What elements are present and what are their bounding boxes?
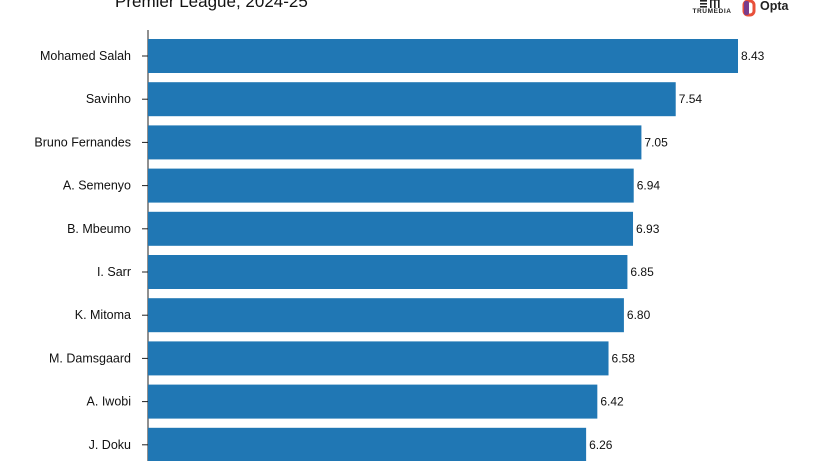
data-label: 6.93 [636, 222, 660, 236]
y-tick-label: I. Sarr [97, 265, 131, 279]
trumedia-logo: TRUMEDIA [688, 0, 736, 20]
trumedia-mark-icon [700, 0, 720, 8]
bar [148, 168, 634, 203]
data-label: 7.54 [679, 92, 703, 106]
y-tick-label: A. Iwobi [87, 395, 131, 409]
bar [148, 298, 624, 333]
opta-mark-icon [742, 0, 756, 17]
bar [148, 255, 628, 289]
chart-title: Premier League, 2024-25 [115, 0, 308, 11]
y-tick-label: K. Mitoma [75, 308, 131, 322]
bar [148, 341, 609, 376]
y-tick-label: Mohamed Salah [40, 49, 131, 63]
data-label: 7.05 [644, 135, 668, 149]
data-label: 6.94 [637, 179, 661, 193]
bar [148, 125, 642, 160]
data-label: 8.43 [741, 49, 765, 63]
data-label: 6.58 [612, 351, 636, 365]
y-tick-label: M. Damsgaard [49, 351, 131, 365]
y-tick-label: B. Mbeumo [67, 222, 131, 236]
bar [148, 39, 738, 73]
bar [148, 384, 598, 419]
y-tick-label: A. Semenyo [63, 179, 131, 193]
opta-logo: Opta [742, 0, 802, 20]
y-tick-label: J. Doku [89, 438, 131, 452]
data-label: 6.26 [589, 438, 613, 452]
opta-wordmark: Opta [760, 0, 789, 13]
data-label: 6.85 [630, 265, 654, 279]
trumedia-wordmark: TRUMEDIA [692, 8, 732, 15]
y-tick-label: Savinho [86, 92, 131, 106]
bar [148, 211, 634, 246]
bar [148, 427, 587, 461]
y-tick-label: Bruno Fernandes [34, 135, 131, 149]
data-label: 6.80 [627, 308, 651, 322]
bar [148, 82, 676, 117]
data-label: 6.42 [600, 395, 624, 409]
